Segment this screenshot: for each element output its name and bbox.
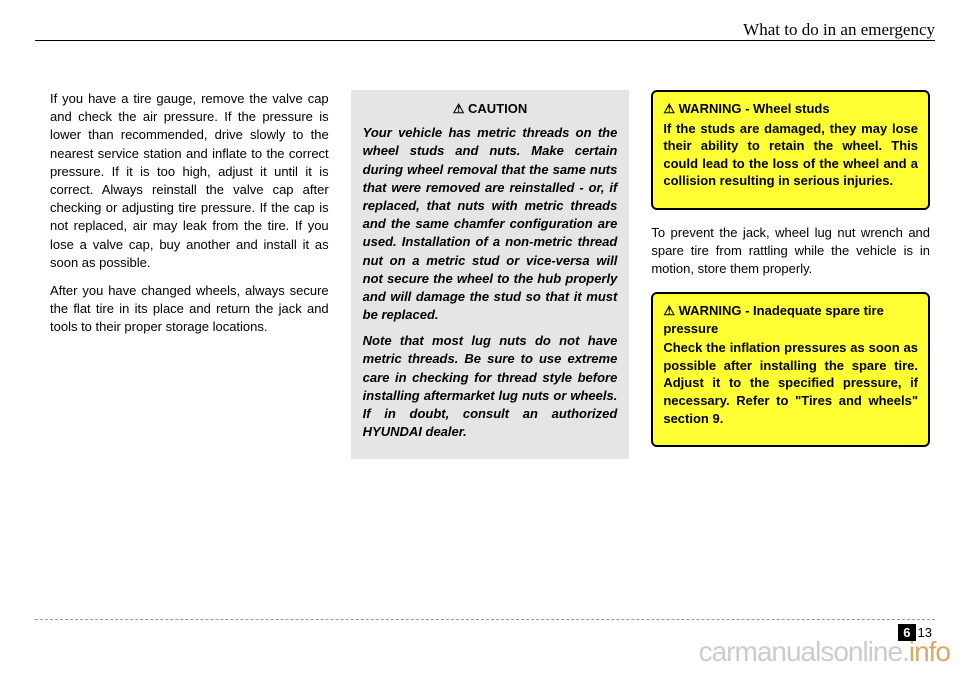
warning-triangle-icon: ⚠ — [663, 100, 675, 118]
caution-box: ⚠ CAUTION Your vehicle has metric thread… — [351, 90, 630, 459]
warning2-label: WARNING — [679, 303, 742, 318]
warning-triangle-icon: ⚠ — [663, 302, 675, 320]
watermark-part1: carmanualsonline. — [699, 636, 909, 667]
watermark: carmanualsonline.info — [699, 636, 950, 668]
page-header-title: What to do in an emergency — [743, 20, 935, 40]
warning-triangle-icon: ⚠ — [453, 100, 465, 118]
caution-para1: Your vehicle has metric threads on the w… — [363, 124, 618, 324]
warning1-title: ⚠ WARNING - Wheel studs — [663, 100, 918, 118]
caution-label: CAUTION — [468, 101, 527, 116]
warning-box-spare-pressure: ⚠ WARNING - Inadequate spare tire pressu… — [651, 292, 930, 447]
caution-para2: Note that most lug nuts do not have metr… — [363, 332, 618, 441]
warning2-title: ⚠ WARNING - Inadequate spare tire pressu… — [663, 302, 918, 337]
warning-box-wheel-studs: ⚠ WARNING - Wheel studs If the studs are… — [651, 90, 930, 210]
header-rule — [35, 40, 935, 41]
watermark-part2: info — [909, 636, 950, 667]
col1-para2: After you have changed wheels, always se… — [50, 282, 329, 337]
warning1-label: WARNING — [679, 101, 742, 116]
col3-mid-text: To prevent the jack, wheel lug nut wrenc… — [651, 224, 930, 279]
warning2-body: Check the inflation pressures as soon as… — [663, 339, 918, 427]
column-3: ⚠ WARNING - Wheel studs If the studs are… — [651, 90, 930, 461]
content-columns: If you have a tire gauge, remove the val… — [50, 90, 930, 461]
column-2: ⚠ CAUTION Your vehicle has metric thread… — [351, 90, 630, 461]
column-1: If you have a tire gauge, remove the val… — [50, 90, 329, 461]
col1-para1: If you have a tire gauge, remove the val… — [50, 90, 329, 272]
footer-rule — [35, 619, 935, 620]
warning1-subtitle: - Wheel studs — [745, 101, 830, 116]
caution-title: ⚠ CAUTION — [363, 100, 618, 118]
warning1-body: If the studs are damaged, they may lose … — [663, 120, 918, 190]
